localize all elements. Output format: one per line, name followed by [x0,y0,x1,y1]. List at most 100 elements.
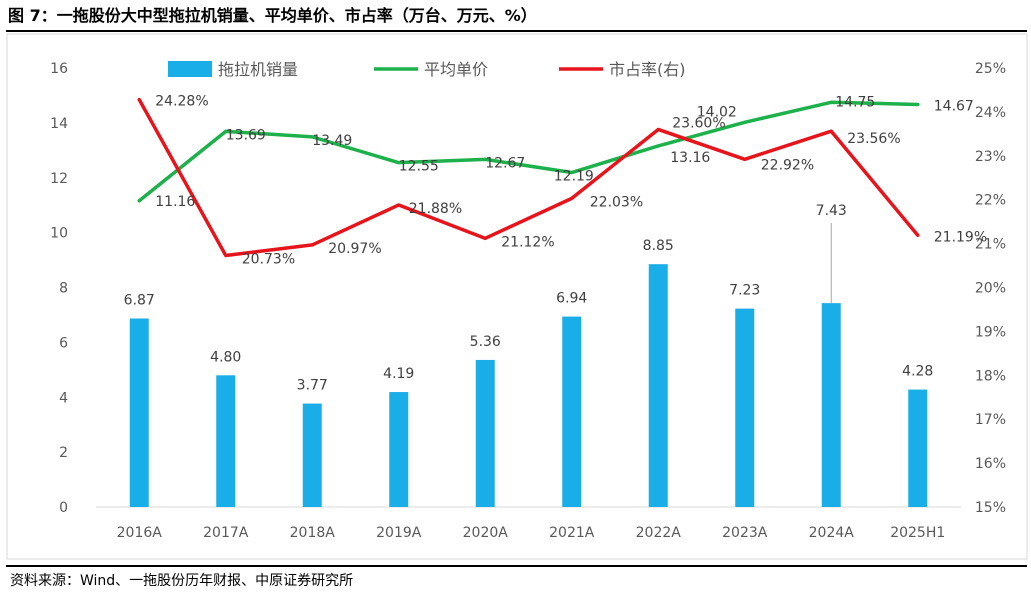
line-avg-price-label: 13.69 [226,127,266,143]
left-axis-tick: 10 [50,226,68,242]
x-axis-tick: 2022A [636,525,682,541]
point-avg-price-2025H1 [916,102,920,106]
bar-sales-2020A [475,359,495,507]
point-avg-price-2019A [397,161,401,165]
left-axis-tick: 14 [50,116,68,132]
line-avg-price-label: 13.16 [670,150,710,166]
point-avg-price-2024A [829,100,833,104]
line-avg-price-label: 12.19 [554,169,594,185]
bar-sales-label: 4.80 [210,349,241,365]
top-rule [6,30,1027,32]
right-axis-tick: 23% [975,149,1006,165]
right-axis-tick: 25% [975,61,1006,77]
bar-sales-label: 6.94 [556,291,587,307]
right-axis-tick: 15% [975,500,1006,516]
line-avg-price-label: 14.02 [697,104,737,120]
chart: 6.87 4.80 3.77 4.19 5.36 6.94 8.85 7.23 7.43 4.28… [6,33,1028,560]
right-axis-tick: 19% [975,324,1006,340]
left-axis-tick: 2 [59,445,68,461]
bottom-rule [6,565,1027,567]
bar-sales-label: 5.36 [470,334,501,350]
line-avg-price-label: 14.75 [835,94,875,110]
line-market-share-label: 21.88% [409,201,462,217]
point-market-share-2019A [397,203,401,207]
bar-sales-2023A [735,308,755,507]
line-market-share-label: 23.56% [847,131,900,147]
bar-sales-2016A [129,318,149,507]
source-note: 资料来源：Wind、一拖股份历年财报、中原证券研究所 [10,573,354,589]
point-avg-price-2020A [483,157,487,161]
bar-sales-label: 4.28 [902,364,933,380]
x-axis-tick: 2018A [290,525,336,541]
line-market-share-label: 24.28% [155,94,208,110]
x-axis-tick: 2025H1 [890,525,945,541]
point-avg-price-2016A [137,199,141,203]
bar-sales-label: 4.19 [383,366,414,382]
left-axis-tick: 6 [59,335,68,351]
point-market-share-2017A [224,253,228,257]
point-market-share-2021A [570,196,574,200]
left-axis-tick: 16 [50,61,68,77]
line-market-share-label: 21.12% [501,234,554,250]
left-axis-tick: 4 [59,390,68,406]
right-axis-tick: 18% [975,368,1006,384]
x-axis-tick: 2024A [809,525,855,541]
line-avg-price-label: 14.67 [934,98,974,114]
x-axis-tick: 2019A [376,525,422,541]
left-axis-tick: 8 [59,281,68,297]
bar-sales-label: 7.43 [816,203,847,219]
line-avg-price-label: 12.67 [485,155,525,171]
legend-label-sales: 拖拉机销量 [218,60,298,79]
legend-swatch-sales [168,61,212,77]
line-avg-price-label: 13.49 [312,133,352,149]
x-axis-tick: 2021A [549,525,595,541]
point-market-share-2023A [743,157,747,161]
legend-label-avg-price: 平均单价 [424,60,488,79]
bar-sales-label: 7.23 [729,283,760,299]
line-market-share-label: 22.92% [761,157,814,173]
right-axis-tick: 20% [975,281,1006,297]
line-avg-price-label: 12.55 [399,159,439,175]
x-axis-tick: 2017A [203,525,249,541]
bar-sales-2022A [648,264,668,507]
point-avg-price-2017A [224,129,228,133]
line-avg-price-label: 11.16 [155,194,195,210]
point-market-share-2025H1 [916,233,920,237]
x-axis-tick: 2023A [722,525,768,541]
chart-frame [6,33,1028,560]
bar-sales-2018A [302,403,322,507]
bar-sales-2017A [216,375,236,507]
line-market-share-label: 20.73% [242,251,295,267]
point-market-share-2022A [656,127,660,131]
bar-sales-2024A [821,303,841,507]
line-market-share [137,97,920,258]
bar-sales-2019A [389,392,409,507]
point-avg-price-2023A [743,120,747,124]
x-axis-tick: 2020A [463,525,509,541]
bar-sales-label: 3.77 [297,378,328,394]
line-market-share-label: 21.19% [934,229,987,245]
right-axis-tick: 21% [975,237,1006,253]
point-avg-price-2022A [656,144,660,148]
figure-title: 图 7：一拖股份大中型拖拉机销量、平均单价、市占率（万台、万元、%） [8,6,537,25]
left-axis-tick: 12 [50,171,68,187]
line-avg-price [137,100,920,203]
point-market-share-2018A [310,243,314,247]
right-axis-tick: 24% [975,105,1006,121]
right-axis-tick: 22% [975,193,1006,209]
point-market-share-2024A [829,129,833,133]
right-axis-tick: 17% [975,412,1006,428]
line-market-share-label: 22.03% [590,194,643,210]
line-market-share-label: 23.60% [672,115,725,131]
left-axis-tick: 0 [59,500,68,516]
line-market-share-label: 20.97% [328,241,381,257]
bar-sales-2025H1 [908,389,928,507]
bar-sales-2021A [562,316,582,507]
point-avg-price-2018A [310,135,314,139]
legend-label-market-share: 市占率(右) [609,60,686,79]
point-market-share-2020A [483,236,487,240]
point-avg-price-2021A [570,171,574,175]
bar-sales-label: 8.85 [643,238,674,254]
bar-sales-label: 6.87 [124,293,155,309]
right-axis-tick: 16% [975,456,1006,472]
